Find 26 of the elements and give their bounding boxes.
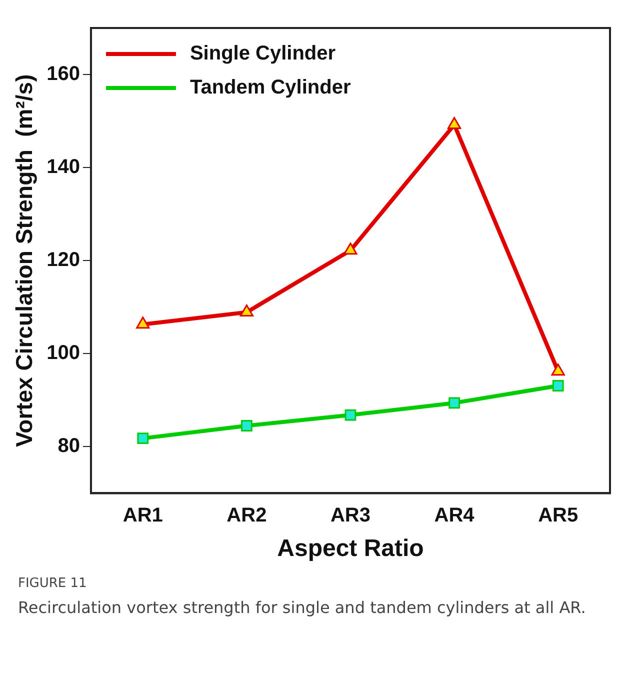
x-tick-label: AR5 [538,504,578,527]
point [240,420,252,432]
point [344,242,358,255]
x-tick-label: AR2 [226,504,267,527]
point [136,316,150,329]
point [137,432,149,444]
legend-label: Tandem Cylinder [190,76,351,99]
y-tick-label: 80 [58,435,80,458]
x-tick-label: AR3 [330,504,370,527]
point [240,304,254,316]
point [551,364,565,376]
y-axis-title: Vortex Circulation Strength (m²/s) [11,74,38,447]
text: Recirculation vortex strength for single and tandem cylinders at all AR. [18,597,587,619]
point [344,409,356,421]
y-tick-label: 160 [46,63,80,86]
point [552,380,564,392]
x-tick-label: AR4 [434,504,476,527]
x-axis-title: Aspect Ratio [277,535,424,562]
point [447,117,462,130]
legend-label: Single Cylinder [190,42,336,65]
caption: FIGURE 11 [18,576,88,591]
y-tick-label: 100 [46,342,80,364]
point [448,397,460,409]
x-tick-label: AR1 [122,504,163,527]
y-tick-label: 120 [46,249,80,272]
y-tick-label: 140 [46,156,80,178]
